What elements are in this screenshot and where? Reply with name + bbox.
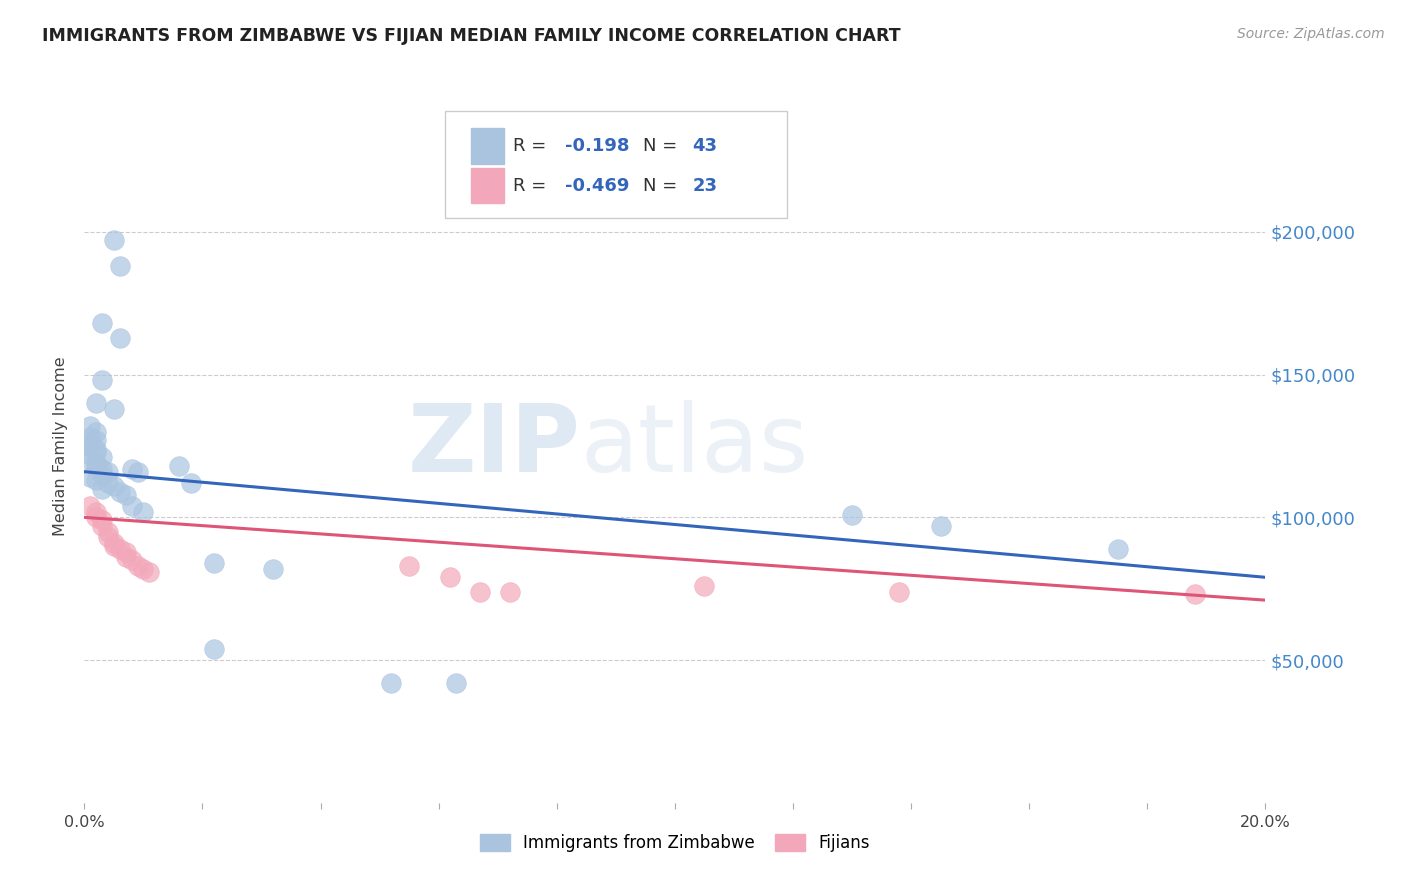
Point bbox=[79, 419, 101, 434]
Point bbox=[103, 401, 125, 416]
Point bbox=[929, 519, 952, 533]
Point bbox=[97, 476, 120, 491]
Point bbox=[167, 458, 190, 473]
Point bbox=[79, 470, 101, 484]
Legend: Immigrants from Zimbabwe, Fijians: Immigrants from Zimbabwe, Fijians bbox=[474, 827, 876, 859]
Point bbox=[180, 476, 202, 491]
Point bbox=[91, 316, 114, 330]
Point bbox=[91, 519, 114, 533]
Point bbox=[114, 544, 136, 558]
Point bbox=[97, 465, 120, 479]
Point bbox=[103, 536, 125, 550]
Point bbox=[446, 676, 468, 690]
Point bbox=[132, 505, 155, 519]
Bar bbox=[471, 168, 503, 203]
Point bbox=[79, 430, 101, 444]
Point bbox=[91, 467, 114, 482]
Point bbox=[108, 259, 131, 273]
Point bbox=[498, 584, 520, 599]
Point bbox=[693, 579, 716, 593]
Text: N =: N = bbox=[643, 137, 683, 155]
Point bbox=[132, 562, 155, 576]
Point bbox=[97, 524, 120, 539]
Point bbox=[79, 436, 101, 450]
Point bbox=[127, 465, 149, 479]
Point bbox=[84, 458, 107, 473]
Point bbox=[202, 556, 225, 570]
Point bbox=[84, 442, 107, 456]
Point bbox=[262, 562, 284, 576]
Point bbox=[84, 434, 107, 448]
Point bbox=[114, 487, 136, 501]
Point bbox=[91, 462, 114, 476]
Text: IMMIGRANTS FROM ZIMBABWE VS FIJIAN MEDIAN FAMILY INCOME CORRELATION CHART: IMMIGRANTS FROM ZIMBABWE VS FIJIAN MEDIA… bbox=[42, 27, 901, 45]
Point bbox=[84, 510, 107, 524]
Point bbox=[127, 558, 149, 573]
Point bbox=[91, 513, 114, 527]
Point bbox=[79, 453, 101, 467]
Text: -0.469: -0.469 bbox=[565, 177, 630, 194]
Text: 43: 43 bbox=[693, 137, 717, 155]
Point bbox=[138, 565, 160, 579]
Point bbox=[108, 541, 131, 556]
Point bbox=[84, 425, 107, 439]
Text: 23: 23 bbox=[693, 177, 717, 194]
Point bbox=[202, 641, 225, 656]
Point bbox=[79, 499, 101, 513]
Point bbox=[79, 439, 101, 453]
Point bbox=[398, 558, 420, 573]
Text: R =: R = bbox=[513, 177, 553, 194]
Text: R =: R = bbox=[513, 137, 553, 155]
Y-axis label: Median Family Income: Median Family Income bbox=[53, 356, 69, 536]
Point bbox=[97, 530, 120, 544]
Point bbox=[889, 584, 911, 599]
Point bbox=[439, 570, 461, 584]
Point bbox=[84, 444, 107, 458]
Text: ZIP: ZIP bbox=[408, 400, 581, 492]
Point bbox=[91, 482, 114, 496]
Point bbox=[79, 448, 101, 462]
Bar bbox=[471, 128, 503, 164]
Point bbox=[1184, 587, 1206, 601]
Point bbox=[121, 462, 143, 476]
Point bbox=[121, 499, 143, 513]
Text: atlas: atlas bbox=[581, 400, 808, 492]
Point bbox=[91, 450, 114, 465]
Point bbox=[108, 330, 131, 344]
Point bbox=[380, 676, 402, 690]
FancyBboxPatch shape bbox=[444, 111, 787, 218]
Text: -0.198: -0.198 bbox=[565, 137, 630, 155]
Point bbox=[91, 373, 114, 387]
Point bbox=[103, 234, 125, 248]
Point bbox=[84, 505, 107, 519]
Text: N =: N = bbox=[643, 177, 683, 194]
Point bbox=[121, 553, 143, 567]
Point bbox=[114, 550, 136, 565]
Point bbox=[103, 539, 125, 553]
Point bbox=[841, 508, 863, 522]
Point bbox=[84, 456, 107, 470]
Point bbox=[468, 584, 491, 599]
Text: Source: ZipAtlas.com: Source: ZipAtlas.com bbox=[1237, 27, 1385, 41]
Point bbox=[108, 484, 131, 499]
Point bbox=[84, 396, 107, 410]
Point bbox=[103, 479, 125, 493]
Point bbox=[84, 473, 107, 487]
Point bbox=[1107, 541, 1129, 556]
